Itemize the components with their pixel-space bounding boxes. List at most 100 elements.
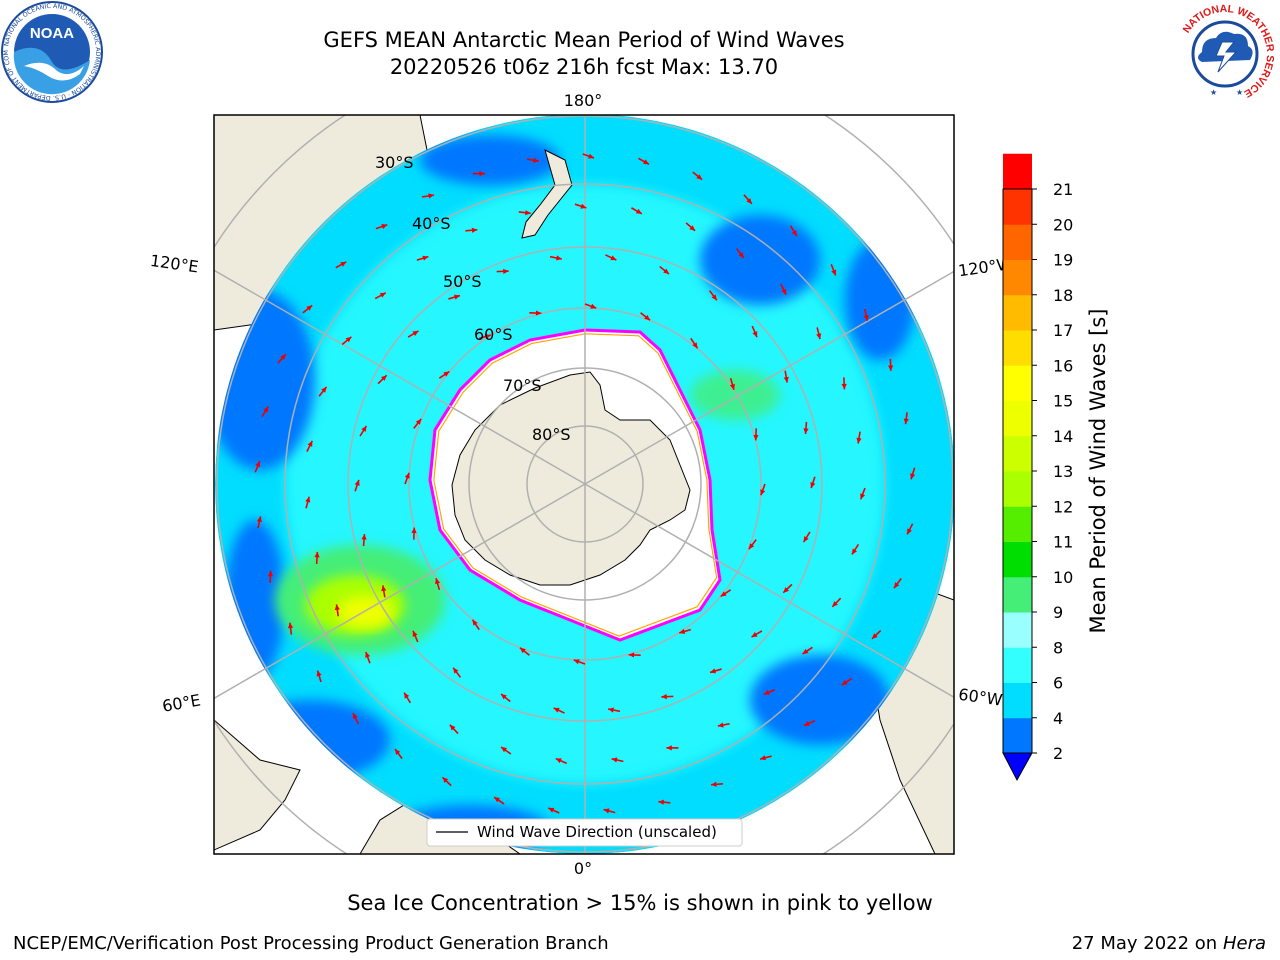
colorbar: 2 4 6 8 9 10 11 12 13 14 15 16 17 18 19 20 21 Mean Perio…	[1002, 153, 1110, 782]
wind-wave-arrow-head	[428, 193, 434, 199]
lon-label-0: 0°	[574, 859, 592, 878]
lat-label-50s: 50°S	[443, 272, 482, 291]
colorbar-swatch	[1003, 400, 1032, 437]
chart-subtitle: 20220526 t06z 216h fcst Max: 13.70	[389, 55, 779, 79]
wind-wave-arrow-head	[888, 365, 894, 371]
wind-wave-arrow-head	[760, 489, 766, 496]
wind-wave-arrow-head	[841, 383, 847, 390]
wind-wave-arrow-head	[871, 633, 878, 639]
colorbar-tick-label: 16	[1053, 356, 1073, 375]
colorbar-swatch	[1003, 153, 1032, 190]
wind-wave-arrow-head	[628, 652, 635, 658]
wind-wave-arrow-head	[479, 171, 485, 177]
chart-title: GEFS MEAN Antarctic Mean Period of Wind …	[323, 28, 845, 52]
wind-wave-arrow-head	[720, 591, 727, 597]
wind-wave-arrow-head	[738, 252, 744, 259]
wind-wave-arrow-head	[603, 808, 610, 814]
wind-wave-arrow-head	[548, 807, 555, 813]
map-frame	[213, 114, 955, 855]
wind-wave-arrow-head	[435, 578, 441, 585]
credit-left: NCEP/EMC/Verification Post Processing Pr…	[13, 933, 609, 954]
wind-wave-arrow-head	[354, 479, 360, 486]
colorbar-tick-label: 21	[1053, 180, 1073, 199]
wind-wave-arrow-head	[379, 292, 386, 298]
colorbar-tick-label: 20	[1053, 215, 1073, 234]
svg-text:★: ★	[1210, 88, 1217, 97]
wind-wave-arrow-head	[611, 757, 618, 763]
wind-wave-arrow-head	[711, 781, 717, 787]
colorbar-label: Mean Period of Wind Waves [s]	[1086, 309, 1110, 634]
wind-wave-arrow-head	[816, 333, 822, 340]
wind-wave-arrow-head	[442, 777, 449, 783]
wind-wave-arrow-head	[503, 268, 509, 274]
wind-wave-arrow-head	[280, 354, 286, 360]
nws-logo: NATIONAL WEATHER SERVICE ★ ★	[1176, 3, 1276, 103]
lon-label-180: 180°	[564, 91, 603, 110]
wind-wave-arrow-head	[832, 601, 838, 607]
wind-wave-arrow-head	[412, 330, 419, 336]
wind-wave-arrow-head	[802, 648, 809, 655]
wind-wave-arrow-head	[454, 294, 460, 300]
wind-wave-arrow-head	[580, 203, 587, 209]
wind-wave-arrow-head	[588, 153, 595, 159]
wind-wave-arrow-head	[533, 157, 539, 163]
wind-wave-arrow-head	[810, 482, 816, 489]
wind-wave-arrow-head	[791, 230, 797, 237]
colorbar-tick-label: 11	[1053, 533, 1073, 552]
map-area	[214, 115, 954, 854]
wind-wave-arrow-head	[535, 310, 542, 316]
wind-wave-arrow-head	[415, 418, 422, 425]
wind-wave-arrow-head	[394, 748, 401, 755]
wind-wave-arrow-head	[381, 224, 388, 229]
lat-label-40s: 40°S	[412, 214, 451, 233]
lat-label-80s: 80°S	[532, 425, 571, 444]
wind-wave-arrow-head	[573, 659, 580, 665]
wind-wave-arrow-head	[525, 210, 531, 216]
land-new-zealand	[521, 149, 573, 239]
colorbar-swatch	[1003, 647, 1032, 683]
wind-wave-arrow-head	[361, 425, 367, 432]
wind-wave-arrow-head	[763, 689, 770, 695]
wind-wave-arrow-head	[422, 255, 429, 261]
colorbar-swatch	[1003, 330, 1032, 366]
colorbar-tick-label: 13	[1053, 462, 1073, 481]
wind-wave-arrow-head	[411, 527, 417, 534]
wind-wave-arrow-head	[610, 255, 617, 261]
colorbar-swatch	[1003, 224, 1032, 260]
lon-label-60e: 60°E	[161, 690, 202, 715]
wind-wave-arrow-head	[751, 632, 758, 638]
wind-wave-arrow-head	[803, 428, 809, 434]
wind-wave-arrow-head	[404, 472, 410, 479]
wind-wave-arrow-head	[658, 799, 664, 805]
wind-wave-arrow-head	[711, 294, 717, 301]
colorbar-tick-label: 19	[1053, 251, 1073, 270]
wind-wave-arrow-head	[608, 707, 614, 713]
wind-wave-arrow-head	[471, 227, 478, 233]
colorbar-tick-label: 6	[1053, 674, 1063, 693]
wind-wave-arrow-head	[783, 376, 789, 383]
svg-text:★: ★	[1236, 88, 1243, 97]
wind-wave-arrow-head	[553, 707, 560, 713]
wind-wave-arrow-head	[380, 375, 387, 381]
wind-wave-arrow-head	[910, 473, 916, 480]
wind-wave-arrow-head	[663, 268, 670, 275]
wind-wave-arrow-head	[696, 174, 703, 180]
lat-label-70s: 70°S	[503, 376, 542, 395]
sea-ice-note: Sea Ice Concentration > 15% is shown in …	[347, 891, 933, 915]
legend-label: Wind Wave Direction (unscaled)	[477, 823, 717, 841]
wind-wave-arrow-head	[306, 305, 313, 311]
lat-label-30s: 30°S	[375, 153, 414, 172]
wind-wave-arrow-head	[851, 548, 858, 555]
wind-wave-arrow-head	[644, 314, 651, 321]
wind-wave-arrow-head	[519, 647, 526, 654]
wind-wave-arrow-head	[907, 528, 912, 535]
colorbar-swatch	[1003, 365, 1032, 401]
wind-wave-arrow-head	[321, 386, 327, 393]
wind-wave-arrow-head	[894, 582, 900, 589]
colorbar-swatch	[1003, 506, 1032, 542]
colorbar-tick-label: 9	[1053, 603, 1063, 622]
wind-wave-arrow-head	[860, 493, 866, 500]
wind-wave-arrow-head	[443, 371, 450, 377]
credit-date: 27 May 2022 on	[1071, 933, 1218, 954]
